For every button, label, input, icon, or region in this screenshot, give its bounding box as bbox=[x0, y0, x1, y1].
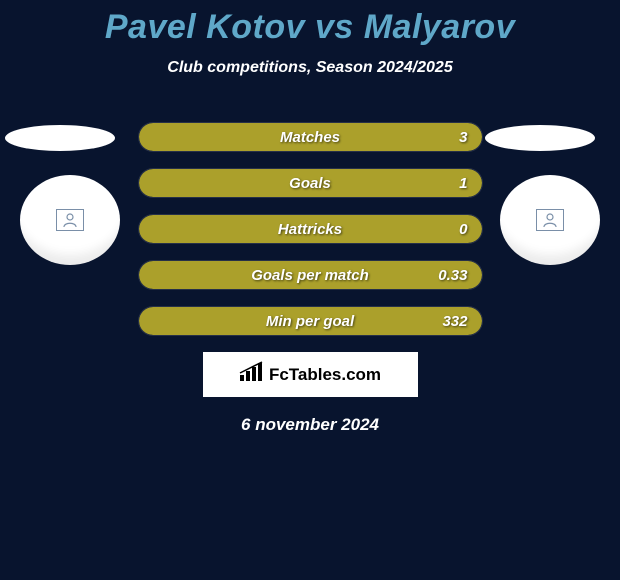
stat-label: Hattricks bbox=[278, 221, 342, 238]
stat-row: Min per goal 332 bbox=[138, 306, 483, 336]
stat-label: Goals bbox=[289, 175, 331, 192]
stat-label: Min per goal bbox=[266, 313, 354, 330]
person-placeholder-icon bbox=[56, 209, 84, 231]
stat-label: Goals per match bbox=[251, 267, 369, 284]
stat-value: 1 bbox=[459, 175, 467, 192]
brand-label: FcTables.com bbox=[269, 365, 381, 385]
stat-value: 0 bbox=[459, 221, 467, 238]
stat-label: Matches bbox=[280, 129, 340, 146]
avatar-shadow bbox=[5, 125, 115, 151]
person-placeholder-icon bbox=[536, 209, 564, 231]
stat-row: Matches 3 bbox=[138, 122, 483, 152]
stat-value: 3 bbox=[459, 129, 467, 146]
avatar-circle bbox=[20, 175, 120, 265]
stat-row: Hattricks 0 bbox=[138, 214, 483, 244]
subtitle: Club competitions, Season 2024/2025 bbox=[0, 59, 620, 77]
date-label: 6 november 2024 bbox=[0, 415, 620, 435]
stat-value: 0.33 bbox=[438, 267, 467, 284]
brand-chart-icon bbox=[239, 361, 263, 388]
stat-value: 332 bbox=[442, 313, 467, 330]
avatar-circle bbox=[500, 175, 600, 265]
stats-table: Matches 3 Goals 1 Hattricks 0 Goals per match 0… bbox=[138, 122, 483, 336]
stat-row: Goals per match 0.33 bbox=[138, 260, 483, 290]
avatar-shadow bbox=[485, 125, 595, 151]
page-title: Pavel Kotov vs Malyarov bbox=[0, 0, 620, 47]
stat-row: Goals 1 bbox=[138, 168, 483, 198]
brand-link[interactable]: FcTables.com bbox=[203, 352, 418, 397]
